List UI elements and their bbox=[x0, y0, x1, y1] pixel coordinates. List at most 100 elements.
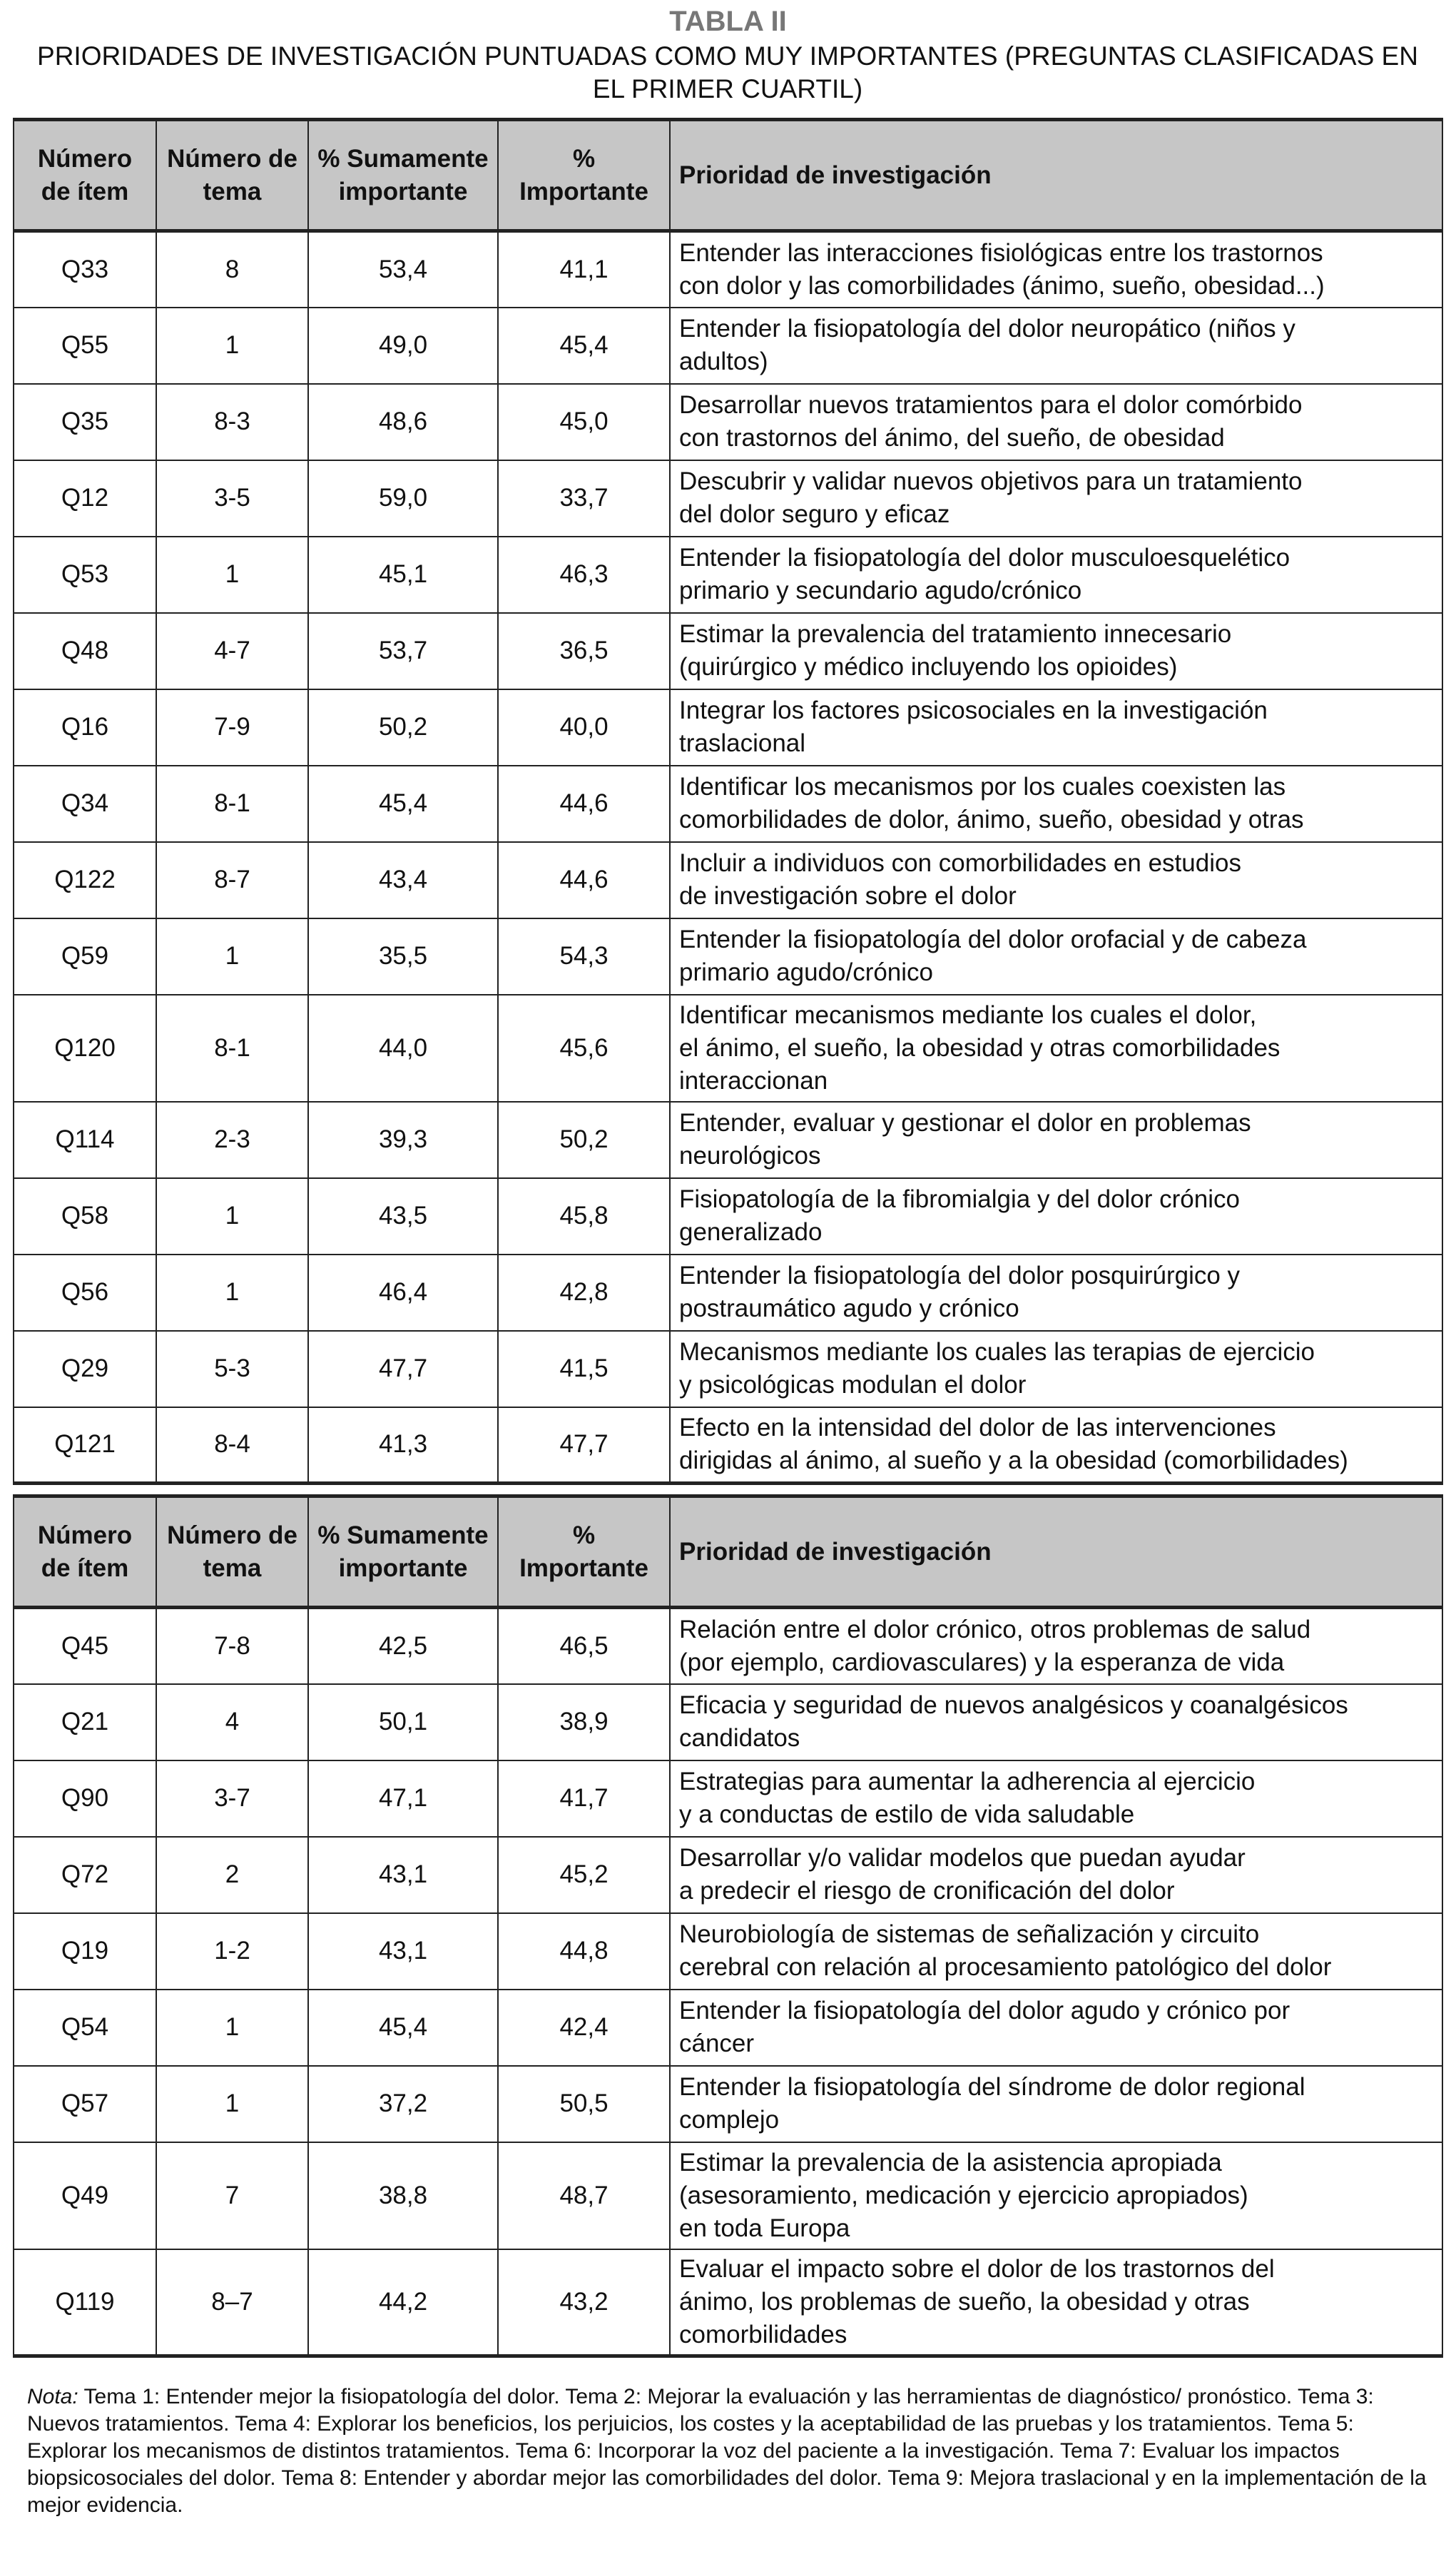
cell-research-priority: Relación entre el dolor crónico, otros p… bbox=[669, 1606, 1443, 1685]
table-row: Q122 8-7 43,4 44,6 Incluir a individuos con … bbox=[13, 841, 1443, 919]
table-row: Q34 8-1 45,4 44,6 Identificar los mecanismos… bbox=[13, 764, 1443, 843]
cell-theme-number: 7-8 bbox=[156, 1606, 309, 1685]
cell-theme-number: 8 bbox=[156, 230, 309, 308]
header-research-priority: Prioridad de investigación bbox=[669, 118, 1443, 233]
table-row: Q12 3-5 59,0 33,7 Descubrir y validar nuevos… bbox=[13, 459, 1443, 537]
table-row: Q29 5-3 47,7 41,5 Mecanismos mediante los cu… bbox=[13, 1329, 1443, 1408]
table-row: Q54 1 45,4 42,4 Entender la fisiopatología d… bbox=[13, 1988, 1443, 2067]
cell-pct-very-important: 45,4 bbox=[307, 1988, 499, 2067]
cell-pct-important: 44,6 bbox=[497, 841, 671, 919]
cell-pct-very-important: 46,4 bbox=[307, 1253, 499, 1332]
table-title: TABLA II bbox=[669, 6, 787, 37]
table-row: Q57 1 37,2 50,5 Entender la fisiopatología d… bbox=[13, 2064, 1443, 2143]
cell-pct-important: 54,3 bbox=[497, 917, 671, 995]
cell-pct-very-important: 43,4 bbox=[307, 841, 499, 919]
header-theme-number: Número de tema bbox=[156, 1494, 309, 1609]
cell-pct-important: 44,8 bbox=[497, 1912, 671, 1990]
cell-pct-very-important: 49,0 bbox=[307, 306, 499, 385]
cell-pct-very-important: 41,3 bbox=[307, 1406, 499, 1485]
cell-item-number: Q21 bbox=[13, 1683, 157, 1761]
cell-pct-important: 40,0 bbox=[497, 688, 671, 766]
cell-pct-very-important: 44,0 bbox=[307, 993, 499, 1103]
cell-pct-important: 46,5 bbox=[497, 1606, 671, 1685]
table-row: Q114 2-3 39,3 50,2 Entender, evaluar y gesti… bbox=[13, 1100, 1443, 1179]
cell-theme-number: 1 bbox=[156, 535, 309, 614]
header-pct-very-important: % Sumamente importante bbox=[307, 1494, 499, 1609]
cell-research-priority: Estrategias para aumentar la adherencia … bbox=[669, 1759, 1443, 1838]
table-row: Q120 8-1 44,0 45,6 Identificar mecanismos me… bbox=[13, 993, 1443, 1103]
cell-pct-very-important: 43,5 bbox=[307, 1177, 499, 1255]
cell-pct-important: 50,2 bbox=[497, 1100, 671, 1179]
cell-pct-very-important: 45,4 bbox=[307, 764, 499, 843]
table-row: Q121 8-4 41,3 47,7 Efecto en la intensidad d… bbox=[13, 1406, 1443, 1485]
cell-item-number: Q122 bbox=[13, 841, 157, 919]
cell-item-number: Q12 bbox=[13, 459, 157, 537]
cell-item-number: Q57 bbox=[13, 2064, 157, 2143]
table-note: Nota: Tema 1: Entender mejor la fisiopat… bbox=[27, 2383, 1432, 2519]
cell-item-number: Q48 bbox=[13, 612, 157, 690]
cell-item-number: Q72 bbox=[13, 1835, 157, 1914]
cell-pct-important: 50,5 bbox=[497, 2064, 671, 2143]
cell-research-priority: Identificar mecanismos mediante los cual… bbox=[669, 993, 1443, 1103]
cell-pct-very-important: 53,7 bbox=[307, 612, 499, 690]
cell-pct-important: 45,4 bbox=[497, 306, 671, 385]
table-1-container: Número de ítem Número de tema % Sumament… bbox=[13, 118, 1443, 1485]
table-subtitle: PRIORIDADES DE INVESTIGACIÓN PUNTUADAS C… bbox=[37, 41, 1418, 103]
cell-research-priority: Incluir a individuos con comorbilidades … bbox=[669, 841, 1443, 919]
cell-theme-number: 5-3 bbox=[156, 1329, 309, 1408]
cell-pct-very-important: 37,2 bbox=[307, 2064, 499, 2143]
cell-pct-very-important: 45,1 bbox=[307, 535, 499, 614]
cell-research-priority: Evaluar el impacto sobre el dolor de los… bbox=[669, 2248, 1443, 2358]
cell-pct-important: 38,9 bbox=[497, 1683, 671, 1761]
priorities-table-part-2: Número de ítem Número de tema % Sumament… bbox=[13, 1494, 1443, 2358]
cell-pct-very-important: 50,2 bbox=[307, 688, 499, 766]
cell-theme-number: 8-7 bbox=[156, 841, 309, 919]
table-row: Q58 1 43,5 45,8 Fisiopatología de la fibromi… bbox=[13, 1177, 1443, 1255]
table-row: Q90 3-7 47,1 41,7 Estrategias para aumentar … bbox=[13, 1759, 1443, 1838]
header-item-number: Número de ítem bbox=[13, 118, 157, 233]
cell-theme-number: 2-3 bbox=[156, 1100, 309, 1179]
cell-research-priority: Desarrollar y/o validar modelos que pued… bbox=[669, 1835, 1443, 1914]
header-theme-number: Número de tema bbox=[156, 118, 309, 233]
header-research-priority: Prioridad de investigación bbox=[669, 1494, 1443, 1609]
cell-pct-very-important: 50,1 bbox=[307, 1683, 499, 1761]
cell-item-number: Q35 bbox=[13, 382, 157, 461]
cell-pct-important: 33,7 bbox=[497, 459, 671, 537]
cell-research-priority: Entender la fisiopatología del dolor neu… bbox=[669, 306, 1443, 385]
cell-pct-important: 43,2 bbox=[497, 2248, 671, 2358]
cell-pct-very-important: 47,7 bbox=[307, 1329, 499, 1408]
cell-pct-important: 48,7 bbox=[497, 2141, 671, 2250]
table-row: Q72 2 43,1 45,2 Desarrollar y/o validar mode… bbox=[13, 1835, 1443, 1914]
cell-pct-important: 41,1 bbox=[497, 230, 671, 308]
cell-theme-number: 3-7 bbox=[156, 1759, 309, 1838]
cell-pct-very-important: 43,1 bbox=[307, 1835, 499, 1914]
cell-pct-important: 45,0 bbox=[497, 382, 671, 461]
cell-theme-number: 1 bbox=[156, 306, 309, 385]
cell-pct-very-important: 47,1 bbox=[307, 1759, 499, 1838]
cell-item-number: Q33 bbox=[13, 230, 157, 308]
cell-pct-important: 42,8 bbox=[497, 1253, 671, 1332]
table-row: Q45 7-8 42,5 46,5 Relación entre el dolor cr… bbox=[13, 1606, 1443, 1685]
cell-pct-very-important: 38,8 bbox=[307, 2141, 499, 2250]
cell-research-priority: Eficacia y seguridad de nuevos analgésic… bbox=[669, 1683, 1443, 1761]
cell-theme-number: 1 bbox=[156, 2064, 309, 2143]
cell-research-priority: Identificar los mecanismos por los cuale… bbox=[669, 764, 1443, 843]
cell-pct-very-important: 44,2 bbox=[307, 2248, 499, 2358]
header-pct-important: % Importante bbox=[497, 1494, 671, 1609]
table-row: Q16 7-9 50,2 40,0 Integrar los factores psic… bbox=[13, 688, 1443, 766]
cell-pct-important: 36,5 bbox=[497, 612, 671, 690]
cell-pct-important: 45,8 bbox=[497, 1177, 671, 1255]
table-row: Q19 1-2 43,1 44,8 Neurobiología de sistemas … bbox=[13, 1912, 1443, 1990]
cell-research-priority: Entender la fisiopatología del dolor oro… bbox=[669, 917, 1443, 995]
cell-item-number: Q120 bbox=[13, 993, 157, 1103]
cell-item-number: Q45 bbox=[13, 1606, 157, 1685]
cell-theme-number: 1 bbox=[156, 1988, 309, 2067]
cell-theme-number: 3-5 bbox=[156, 459, 309, 537]
cell-pct-important: 45,2 bbox=[497, 1835, 671, 1914]
note-label: Nota: bbox=[27, 2385, 78, 2408]
cell-research-priority: Integrar los factores psicosociales en l… bbox=[669, 688, 1443, 766]
cell-theme-number: 1 bbox=[156, 1253, 309, 1332]
cell-item-number: Q16 bbox=[13, 688, 157, 766]
cell-theme-number: 2 bbox=[156, 1835, 309, 1914]
cell-research-priority: Estimar la prevalencia del tratamiento i… bbox=[669, 612, 1443, 690]
